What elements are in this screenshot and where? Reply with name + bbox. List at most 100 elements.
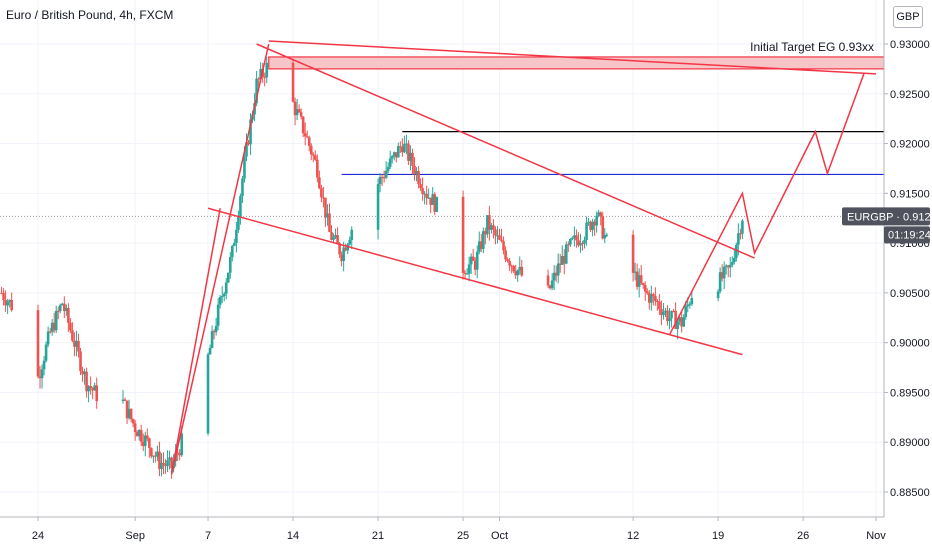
target-annotation: Initial Target EG 0.93xx <box>750 40 874 54</box>
candle-body <box>668 318 671 322</box>
rally-mid-trendline <box>170 208 221 475</box>
candle-body <box>506 259 509 261</box>
candle-body <box>469 256 473 265</box>
candle-body <box>63 303 66 312</box>
candle-body <box>212 331 216 333</box>
candle-body <box>299 112 303 117</box>
candle-body <box>514 271 518 276</box>
candle-body <box>411 152 414 166</box>
candle-body <box>556 263 560 276</box>
candle-body <box>583 239 586 244</box>
candle-body <box>567 244 570 246</box>
candle-body <box>419 184 422 189</box>
candle-body <box>297 109 301 113</box>
candle-body <box>482 231 485 249</box>
candle-body <box>591 221 594 230</box>
candle-body <box>73 340 76 347</box>
candle-body <box>295 109 299 116</box>
candle-body <box>413 165 416 175</box>
candle-body <box>36 310 40 377</box>
candle-body <box>405 143 408 145</box>
candle-body <box>546 275 550 286</box>
candle-body <box>382 177 386 179</box>
candle-body <box>309 145 313 155</box>
candle-body <box>129 408 133 420</box>
candle-body <box>56 310 60 312</box>
candle-body <box>720 272 724 279</box>
candle-body <box>6 301 9 306</box>
candle-body <box>4 299 7 306</box>
candle-body <box>150 448 153 457</box>
candle-body <box>67 307 70 323</box>
candle-body <box>688 304 692 306</box>
time-tick-label: Sep <box>125 530 145 542</box>
candle-body <box>477 241 481 252</box>
candle-body <box>409 152 412 161</box>
candle-body <box>390 156 394 159</box>
candle-body <box>235 229 238 244</box>
candle-body <box>376 184 380 230</box>
candle-body <box>178 453 181 456</box>
candle-body <box>220 296 224 298</box>
candle-body <box>336 235 339 244</box>
candle-body <box>479 241 483 249</box>
candle-body <box>0 292 3 294</box>
descending-resistance-trendline <box>256 43 755 259</box>
plot-area[interactable] <box>0 0 883 517</box>
candle-body <box>216 304 220 326</box>
price-tick-label: 0.90000 <box>890 338 930 350</box>
candle-body <box>54 310 58 331</box>
current-price-label: EURGBP · 0.91269 <box>847 211 932 223</box>
candle-body <box>550 280 554 289</box>
price-tick-label: 0.90500 <box>890 288 930 300</box>
candle-body <box>125 400 129 419</box>
candle-body <box>733 257 736 263</box>
candle-body <box>726 265 730 268</box>
candle-body <box>467 264 471 274</box>
candle-body <box>558 263 562 265</box>
candle-body <box>206 354 210 434</box>
time-tick-label: 21 <box>372 530 384 542</box>
countdown-label: 01:19:24 <box>888 229 931 241</box>
price-axis[interactable] <box>884 0 932 550</box>
candle-body <box>131 419 135 424</box>
candle-body <box>307 137 311 146</box>
candle-body <box>490 225 493 230</box>
candle-body <box>585 222 588 240</box>
candle-body <box>684 306 688 318</box>
candle-body <box>401 146 404 153</box>
candle-body <box>164 464 167 467</box>
candle-body <box>158 451 161 469</box>
candle-body <box>593 221 596 226</box>
candle-body <box>135 432 139 437</box>
candle-body <box>224 282 228 294</box>
candle-body <box>305 136 309 138</box>
candle-body <box>239 196 242 217</box>
currency-button[interactable]: GBP <box>893 6 923 28</box>
candle-body <box>10 300 13 311</box>
candle-body <box>508 260 511 266</box>
candle-body <box>676 321 679 329</box>
countdown-tag <box>884 226 930 244</box>
candle-body <box>154 455 157 457</box>
time-axis[interactable] <box>0 517 932 550</box>
candle-body <box>461 196 465 273</box>
candle-body <box>565 244 568 264</box>
candle-body <box>678 317 681 322</box>
candle-body <box>690 298 694 305</box>
candle-body <box>214 325 218 333</box>
candle-body <box>344 247 347 251</box>
candle-body <box>40 369 44 379</box>
candle-body <box>573 235 576 238</box>
candle-body <box>318 177 321 189</box>
candle-body <box>338 243 341 255</box>
candle-body <box>730 262 734 265</box>
candle-body <box>83 371 86 375</box>
candle-body <box>656 301 659 303</box>
candle-body <box>93 385 96 391</box>
candle-body <box>463 272 467 274</box>
candle-body <box>91 388 94 391</box>
candle-body <box>435 196 439 212</box>
